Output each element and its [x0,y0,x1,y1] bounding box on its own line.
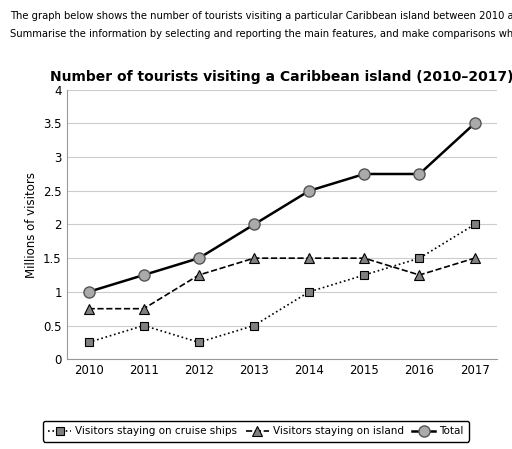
Title: Number of tourists visiting a Caribbean island (2010–2017): Number of tourists visiting a Caribbean … [50,70,512,84]
Text: Summarise the information by selecting and reporting the main features, and make: Summarise the information by selecting a… [10,29,512,39]
Text: The graph below shows the number of tourists visiting a particular Caribbean isl: The graph below shows the number of tour… [10,11,512,21]
Y-axis label: Millions of visitors: Millions of visitors [25,172,37,277]
Legend: Visitors staying on cruise ships, Visitors staying on island, Total: Visitors staying on cruise ships, Visito… [43,421,469,441]
